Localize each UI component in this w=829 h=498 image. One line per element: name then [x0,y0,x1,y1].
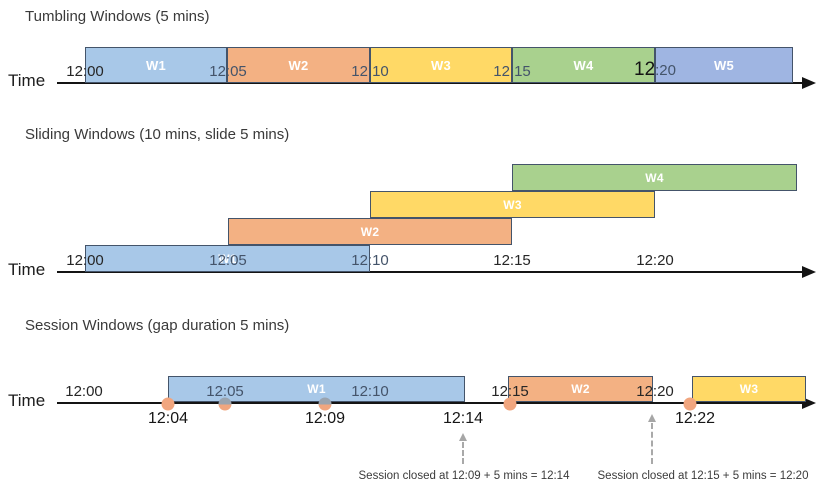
tumbling-time-axis-label: Time [8,71,46,90]
sliding-time-axis-label: Time [8,260,46,279]
tick-label-minor: :20 [655,62,676,79]
event-dot-icon [683,397,697,411]
session-time-axis-line [57,402,804,404]
tick-label: 12:05 [206,383,244,400]
event-time-label: 12:04 [147,410,189,427]
session-window-w3: W3 [692,376,806,402]
event-time-label: 12:09 [304,410,346,427]
tumbling-time-axis-line [57,82,804,84]
dashed-arrow-up-icon [459,433,467,441]
tick-label: 12:05 [209,63,247,80]
session-closed-annotation: Session closed at 12:15 + 5 mins = 12:20 [597,470,809,482]
sliding-window-w2: W2 [228,218,512,245]
sliding-title: Sliding Windows (10 mins, slide 5 mins) [25,126,290,143]
tick-label: 12:05 [209,252,247,269]
tick-label: 12:00 [66,252,104,269]
event-dot-icon [218,397,232,411]
tumbling-window-w3: W3 [370,47,512,83]
tumbling-title: Tumbling Windows (5 mins) [25,8,210,25]
tumbling-window-w2: W2 [227,47,370,83]
dashed-arrow-up-icon [648,414,656,422]
tumbling-axis-arrowhead-icon [802,77,816,89]
sliding-window-w4: W4 [512,164,797,191]
tumbling-window-w1: W1 [85,47,227,83]
tick-label: 12:20 [636,383,674,400]
event-dot-icon [318,397,332,411]
session-window-w1: W1 [168,376,465,402]
tick-label: 12:10 [351,63,389,80]
window-label: W2 [360,224,380,239]
window-label: W3 [739,382,759,396]
session-close-time-label: 12:14 [442,410,484,427]
event-time-label: 12:22 [674,410,716,427]
tick-label: 12:15 [493,63,531,80]
tick-label: 12:10 [351,383,389,400]
session-window-w2: W2 [508,376,653,402]
window-label: W2 [571,382,590,396]
sliding-axis-arrowhead-icon [802,266,816,278]
session-closed-annotation: Session closed at 12:09 + 5 mins = 12:14 [358,470,570,482]
window-label: W4 [573,57,594,73]
session-time-axis-label: Time [8,391,46,410]
tick-label: 12:20 [636,252,674,269]
sliding-window-w1: W1 [85,245,370,272]
window-label: W4 [645,170,664,185]
window-label: W2 [288,57,309,73]
window-label: W1 [218,251,237,266]
dashed-arrow-line [462,442,464,464]
event-dot-icon [503,397,517,411]
tumbling-window-w4: W4 [512,47,655,83]
window-label: W5 [713,57,735,73]
tick-label: 12:20 [634,60,676,81]
tick-label: 12:10 [351,252,389,269]
tick-label: 12:15 [491,383,529,400]
sliding-window-w3: W3 [370,191,655,218]
tick-label: 12:00 [66,63,104,80]
event-dot-icon [161,397,175,411]
tick-label-major: 12 [634,59,656,80]
tick-label: 12:00 [65,383,103,400]
session-title: Session Windows (gap duration 5 mins) [25,317,290,334]
dashed-arrow-line [651,423,653,464]
sliding-time-axis-line [57,271,804,273]
window-label: W1 [307,382,326,396]
window-label: W3 [430,57,452,73]
tumbling-window-w5: W5 [655,47,793,83]
window-label: W3 [503,197,522,212]
window-label: W1 [145,57,167,73]
tick-label: 12:15 [493,252,531,269]
